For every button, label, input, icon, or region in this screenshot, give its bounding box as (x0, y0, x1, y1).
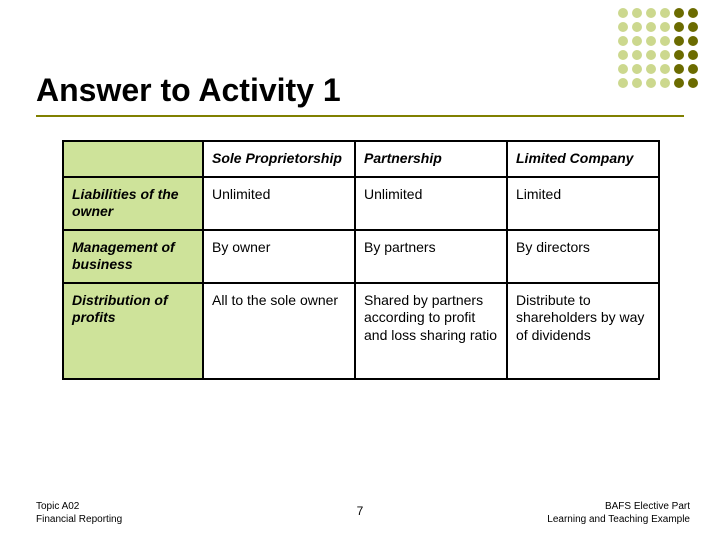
corner-dots-decoration (618, 8, 702, 92)
title-underline (36, 115, 684, 117)
table-cell: By directors (507, 230, 659, 283)
table-cell: By partners (355, 230, 507, 283)
footer-desc: Learning and Teaching Example (547, 514, 690, 525)
table-header: Limited Company (507, 141, 659, 177)
footer-right: BAFS Elective Part Learning and Teaching… (547, 501, 690, 526)
table-row-label: Liabilities of the owner (63, 177, 203, 230)
table-cell: By owner (203, 230, 355, 283)
table-header: Partnership (355, 141, 507, 177)
table-cell: Shared by partners according to profit a… (355, 283, 507, 379)
table-cell: All to the sole owner (203, 283, 355, 379)
table-cell: Limited (507, 177, 659, 230)
table-cell: Distribute to shareholders by way of div… (507, 283, 659, 379)
table-row-label: Distribution of profits (63, 283, 203, 379)
table-row-label: Management of business (63, 230, 203, 283)
table-cell: Unlimited (355, 177, 507, 230)
footer-course: BAFS Elective Part (605, 501, 690, 512)
table-header: Sole Proprietorship (203, 141, 355, 177)
slide-title: Answer to Activity 1 (36, 72, 341, 109)
table-cell: Unlimited (203, 177, 355, 230)
comparison-table: Sole Proprietorship Partnership Limited … (62, 140, 660, 380)
table-header-empty (63, 141, 203, 177)
